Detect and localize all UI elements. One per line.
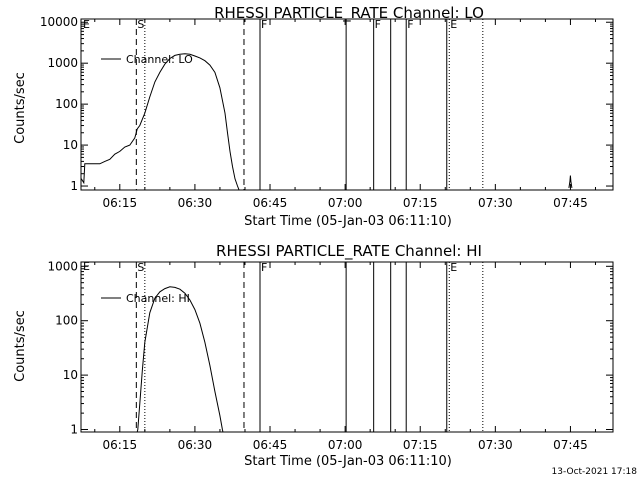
x-tick-label-lo: 07:45 [553,196,588,210]
event-label-lo: F [407,18,413,31]
event-label-lo: S [137,18,144,31]
y-tick-label-lo: 1000 [47,56,78,70]
series-line-lo-0 [81,53,240,190]
x-tick-label-hi: 06:45 [253,438,288,452]
event-label-hi: F [261,261,267,274]
y-tick-label-lo: 10 [63,138,78,152]
legend-label-lo: Channel: LO [126,53,193,66]
x-tick-label-lo: 07:15 [403,196,438,210]
x-axis-label-hi: Start Time (05-Jan-03 06:11:10) [244,454,452,469]
event-label-hi: E [450,261,457,274]
x-tick-label-lo: 07:00 [328,196,363,210]
x-axis-label-lo: Start Time (05-Jan-03 06:11:10) [244,214,452,229]
y-tick-label-hi: 1000 [47,259,78,273]
y-tick-label-hi: 100 [55,314,78,328]
y-axis-label-lo: Counts/sec [13,72,28,144]
x-tick-label-hi: 07:45 [553,438,588,452]
x-tick-label-hi: 07:00 [328,438,363,452]
y-tick-label-lo: 100 [55,97,78,111]
x-tick-label-lo: 06:30 [178,196,213,210]
plot-frame-hi [80,261,614,433]
series-line-lo-1 [568,175,573,188]
x-tick-label-lo: 06:15 [103,196,138,210]
event-label-lo: F [375,18,381,31]
series-line-hi-0 [136,286,224,432]
x-tick-label-hi: 07:30 [478,438,513,452]
corner-label-lo: E [83,18,90,31]
event-label-lo: E [450,18,457,31]
legend-label-hi: Channel: HI [126,292,190,305]
y-tick-label-lo: 1 [70,179,78,193]
chart-title-hi: RHESSI PARTICLE_RATE Channel: HI [216,242,482,261]
event-label-hi: S [137,261,144,274]
x-tick-label-lo: 06:45 [253,196,288,210]
y-axis-label-hi: Counts/sec [13,310,28,382]
event-label-lo: F [261,18,267,31]
y-tick-label-lo: 10000 [40,15,78,29]
timestamp-stamp: 13-Oct-2021 17:18 [552,467,638,477]
x-tick-label-hi: 07:15 [403,438,438,452]
chart-title-lo: RHESSI PARTICLE_RATE Channel: LO [214,4,484,23]
x-tick-label-hi: 06:30 [178,438,213,452]
y-tick-label-hi: 1 [70,423,78,437]
x-tick-label-hi: 06:15 [103,438,138,452]
y-tick-label-hi: 10 [63,368,78,382]
x-tick-label-lo: 07:30 [478,196,513,210]
